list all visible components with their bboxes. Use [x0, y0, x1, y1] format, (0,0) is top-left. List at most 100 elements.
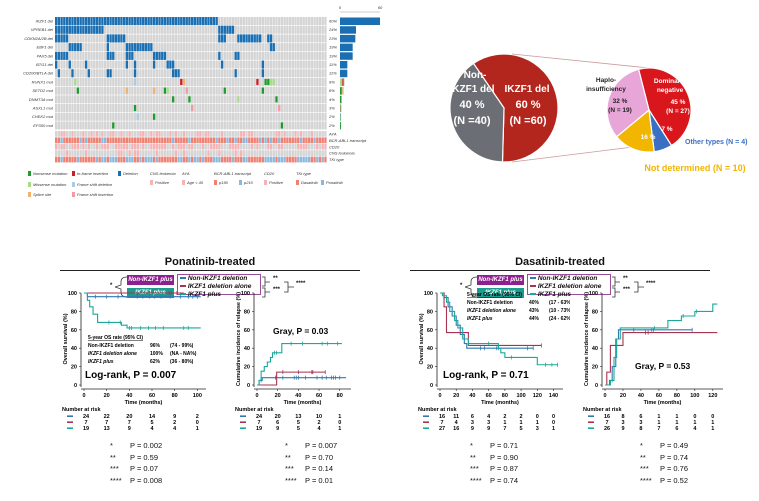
- oncoprint-cell: [212, 86, 216, 95]
- annotation-cell: [109, 143, 112, 150]
- deletion-cell: [171, 60, 175, 69]
- os-table-ci: (10 - 73%): [549, 308, 570, 314]
- oncoprint-cell: [171, 51, 175, 60]
- deletion-cell: [150, 17, 153, 26]
- oncoprint-cell: [188, 77, 191, 86]
- deletion-cell: [199, 17, 202, 26]
- oncoprint-cell: [147, 104, 150, 113]
- oncoprint-cell: [297, 60, 300, 69]
- deletion-cell: [223, 34, 226, 43]
- annotation-cell: [283, 156, 286, 163]
- annotation-cell: [191, 150, 194, 156]
- frequency-bar: [343, 78, 345, 86]
- x-tick-label: 60: [486, 393, 492, 399]
- risk-count: 3: [487, 420, 490, 426]
- annotation-cell: [117, 150, 120, 156]
- annotation-cell: [79, 131, 82, 137]
- p-value-stars: **: [640, 452, 646, 462]
- oncoprint-cell: [133, 121, 137, 130]
- annotation-cell: [212, 150, 216, 156]
- deletion-cell: [166, 60, 169, 69]
- deletion-cell: [218, 34, 221, 43]
- oncoprint-cell: [305, 51, 308, 60]
- oncoprint-cell: [305, 25, 308, 34]
- annotation-cell: [280, 156, 284, 163]
- oncoprint-cell: [291, 77, 294, 86]
- oncoprint-cell: [158, 86, 161, 95]
- deletion-cell: [133, 17, 137, 26]
- oncoprint-cell: [185, 60, 188, 69]
- oncoprint-cell: [278, 112, 281, 121]
- annotation-cell: [248, 131, 251, 137]
- annotation-cell: [250, 131, 254, 137]
- annotation-cell: [210, 137, 213, 144]
- oncoprint-cell: [201, 69, 205, 78]
- oncoprint-cell: [291, 69, 294, 78]
- annotation-cell: [117, 137, 120, 144]
- oncoprint-cell: [84, 43, 88, 52]
- oncoprint-cell: [68, 51, 71, 60]
- risk-count: 1: [693, 420, 696, 426]
- oncoprint-cell: [98, 86, 101, 95]
- annotation-cell: [185, 131, 188, 137]
- legend-swatch: [72, 192, 75, 197]
- deletion-cell: [120, 17, 123, 26]
- deletion-cell: [191, 17, 194, 26]
- oncoprint-cell: [182, 69, 186, 78]
- deletion-cell: [131, 43, 134, 52]
- deletion-cell: [71, 25, 74, 34]
- annotation-cell: [98, 137, 101, 144]
- oncoprint-cell: [324, 60, 327, 69]
- y-tick-label: 0: [247, 383, 250, 389]
- oncoprint-cell: [158, 34, 161, 43]
- oncoprint-cell: [248, 69, 251, 78]
- oncoprint-cell: [142, 121, 145, 130]
- oncoprint-cell: [267, 69, 270, 78]
- annotation-cell: [269, 156, 273, 163]
- annotation-cell: [106, 156, 109, 163]
- risk-count: 1: [338, 414, 341, 420]
- oncoprint-cell: [142, 104, 145, 113]
- annotation-label: CNS leukemia: [329, 151, 355, 156]
- oncoprint-cell: [174, 51, 177, 60]
- oncoprint-cell: [259, 43, 262, 52]
- os-table-ci: (NA - NA%): [170, 351, 197, 357]
- annotation-cell: [171, 137, 175, 144]
- deletion-cell: [106, 34, 109, 43]
- oncoprint-cell: [152, 104, 156, 113]
- oncoprint-cell: [297, 77, 300, 86]
- annotation-cell: [182, 131, 186, 137]
- pie-label: 60 %: [515, 99, 540, 111]
- annotation-cell: [201, 150, 205, 156]
- annotation-label: TKI type: [329, 157, 345, 162]
- oncoprint-cell: [68, 112, 71, 121]
- annotation-cell: [294, 156, 297, 163]
- annotation-cell: [245, 131, 248, 137]
- p-value-stars: *: [470, 441, 473, 450]
- annotation-cell: [229, 137, 232, 144]
- deletion-cell: [218, 51, 221, 60]
- oncoprint-cell: [261, 77, 265, 86]
- oncoprint-cell: [79, 95, 82, 104]
- annotation-cell: [109, 131, 112, 137]
- oncoprint-cell: [302, 60, 305, 69]
- oncoprint-cell: [229, 121, 232, 130]
- oncoprint-cell: [291, 86, 294, 95]
- oncoprint-cell: [180, 86, 183, 95]
- mutation-cell: [185, 87, 188, 94]
- oncoprint-cell: [280, 112, 284, 121]
- oncoprint-cell: [313, 77, 316, 86]
- annotation-cell: [212, 131, 216, 137]
- risk-count: 11: [453, 414, 459, 420]
- risk-count: 4: [455, 420, 459, 426]
- oncoprint-cell: [60, 77, 63, 86]
- annotation-cell: [280, 143, 284, 150]
- deletion-cell: [68, 25, 71, 34]
- deletion-cell: [112, 34, 115, 43]
- oncoprint-cell: [250, 51, 254, 60]
- oncoprint-cell: [286, 25, 289, 34]
- oncoprint-cell: [169, 69, 172, 78]
- deletion-cell: [55, 51, 58, 60]
- risk-count: 0: [338, 420, 341, 426]
